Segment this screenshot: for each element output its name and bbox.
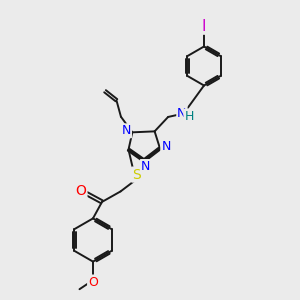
Text: S: S	[132, 168, 141, 182]
Text: N: N	[161, 140, 171, 153]
Text: H: H	[184, 110, 194, 123]
Text: N: N	[122, 124, 131, 137]
Text: I: I	[202, 19, 206, 34]
Text: N: N	[141, 160, 150, 173]
Text: O: O	[76, 184, 86, 198]
Text: N: N	[177, 106, 187, 120]
Text: O: O	[88, 275, 98, 289]
